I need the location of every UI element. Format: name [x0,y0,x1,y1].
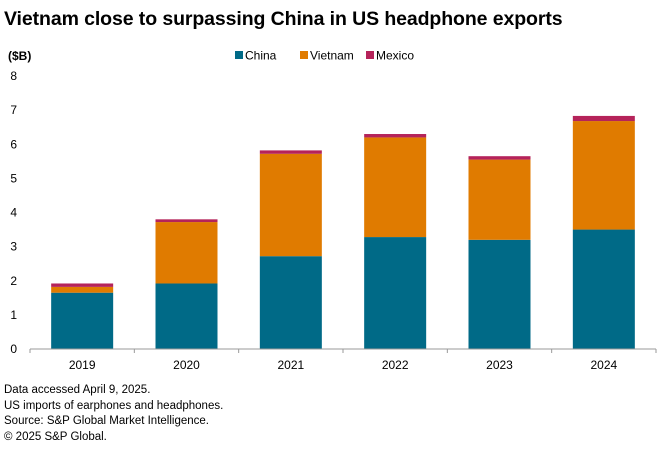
x-tick-label: 2021 [277,358,304,372]
bar-mexico-2019 [51,283,114,287]
legend-label-china: China [245,49,277,63]
legend-swatch-vietnam [300,51,308,59]
bar-china-2021 [259,256,322,349]
footnote-copyright: © 2025 S&P Global. [4,430,107,443]
legend-swatch-china [235,51,243,59]
bar-mexico-2020 [155,219,218,223]
x-tick-label: 2023 [486,358,513,372]
bar-mexico-2024 [572,115,635,122]
chart-title: Vietnam close to surpassing China in US … [4,8,563,30]
bars [51,115,635,349]
bar-china-2020 [155,283,218,349]
y-axis-label: ($B) [8,49,31,63]
y-tick-label: 5 [10,171,17,185]
footnote-source: Source: S&P Global Market Intelligence. [4,415,209,427]
footnote-data-accessed: Data accessed April 9, 2025. [4,384,151,396]
x-tick-label: 2022 [382,358,409,372]
bar-vietnam-2021 [259,153,322,257]
bar-vietnam-2019 [51,286,114,293]
y-tick-label: 7 [10,103,17,117]
y-tick-label: 4 [10,206,17,220]
footnote-description: US imports of earphones and headphones. [4,399,224,412]
x-tick-label: 2024 [590,358,617,372]
bar-vietnam-2023 [468,159,531,240]
y-tick-label: 0 [10,342,17,356]
y-tick-label: 1 [10,308,17,322]
x-tick-label: 2020 [173,358,200,372]
footnotes: Data accessed April 9, 2025. US imports … [4,383,223,445]
y-tick-label: 6 [10,137,17,151]
x-tick-label: 2019 [69,358,96,372]
bar-china-2024 [572,229,635,349]
bar-mexico-2022 [364,134,427,138]
legend-label-vietnam: Vietnam [310,49,354,63]
bar-mexico-2023 [468,156,531,160]
bar-china-2023 [468,239,531,349]
bar-vietnam-2022 [364,137,427,238]
bar-mexico-2021 [259,150,322,154]
bar-vietnam-2020 [155,222,218,284]
bar-china-2022 [364,237,427,349]
x-axis: 2019 2020 2021 2022 2023 2024 [29,348,657,372]
legend: China Vietnam Mexico [235,49,414,63]
legend-label-mexico: Mexico [376,49,414,63]
y-tick-label: 3 [10,240,17,254]
legend-swatch-mexico [366,51,374,59]
y-tick-label: 2 [10,274,17,288]
y-axis: 0 1 2 3 4 5 6 7 8 [10,69,17,356]
bar-china-2019 [51,292,114,349]
y-tick-label: 8 [10,69,17,83]
bar-vietnam-2024 [572,121,635,230]
